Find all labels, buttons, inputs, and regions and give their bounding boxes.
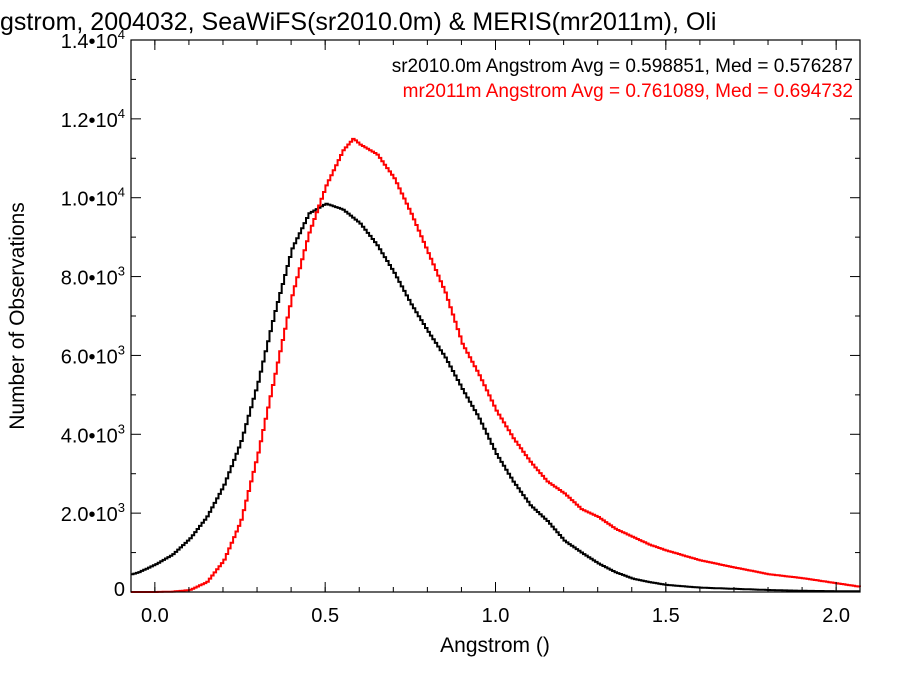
- y-tick-labels: 0 2.0•103 4.0•103 6.0•103 8.0•103 1.0•104 1.2•…: [61, 27, 125, 601]
- series-line-sr2010.0m: [131, 202, 860, 593]
- y-tick-label: 6.0•103: [61, 342, 125, 368]
- x-tick-label: 2.0: [822, 605, 850, 627]
- axis-ticks: [131, 39, 860, 593]
- series-layer: [131, 137, 861, 593]
- x-tick-label: 0.5: [311, 605, 339, 627]
- y-tick-label: 0: [114, 579, 125, 601]
- y-axis-label: Number of Observations: [6, 202, 29, 430]
- y-tick-label: 2.0•103: [61, 500, 125, 526]
- x-tick-label: 1.0: [482, 605, 510, 627]
- x-tick-label: 0.0: [141, 605, 169, 627]
- x-axis-label: Angstrom (): [440, 634, 550, 657]
- legend-entry-sr2010: sr2010.0m Angstrom Avg = 0.598851, Med =…: [392, 56, 853, 77]
- y-tick-label: 1.0•104: [61, 185, 125, 211]
- x-tick-labels: 0.0 0.5 1.0 1.5 2.0: [141, 605, 850, 627]
- y-tick-label: 1.2•104: [61, 106, 125, 132]
- y-tick-label: 4.0•103: [61, 421, 125, 447]
- x-tick-label: 1.5: [652, 605, 680, 627]
- chart-title: gstrom, 2004032, SeaWiFS(sr2010.0m) & ME…: [0, 8, 716, 36]
- series-line-mr2011m: [131, 137, 861, 593]
- y-tick-label: 1.4•104: [61, 27, 125, 53]
- plot-frame: [130, 39, 861, 593]
- y-tick-label: 8.0•103: [61, 264, 125, 290]
- legend-entry-mr2011m: mr2011m Angstrom Avg = 0.761089, Med = 0…: [403, 81, 853, 102]
